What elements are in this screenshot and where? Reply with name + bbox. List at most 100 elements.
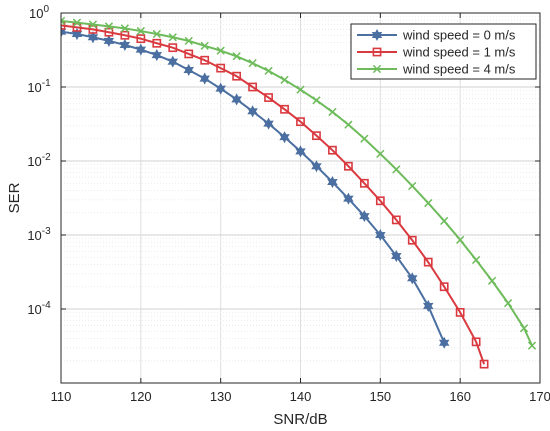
series-line xyxy=(61,24,486,365)
data-point xyxy=(263,117,274,130)
data-point xyxy=(503,299,513,308)
data-point xyxy=(184,36,193,46)
x-tick-label: 120 xyxy=(130,389,152,404)
y-axis-label: SER xyxy=(6,182,23,213)
data-point xyxy=(472,255,481,265)
data-point xyxy=(376,149,385,158)
data-point xyxy=(135,43,147,56)
data-point xyxy=(168,33,177,42)
data-point xyxy=(280,75,289,84)
data-point xyxy=(372,47,382,57)
data-point xyxy=(151,49,163,62)
data-point xyxy=(167,55,179,68)
data-point xyxy=(72,22,82,32)
data-point xyxy=(88,20,98,29)
data-point xyxy=(487,276,497,285)
data-point xyxy=(104,22,114,31)
series-layer xyxy=(61,16,537,369)
data-point xyxy=(264,93,273,102)
data-point xyxy=(232,52,241,61)
y-tick-label: 10-4 xyxy=(27,300,51,317)
data-point xyxy=(280,104,289,114)
data-point xyxy=(136,34,146,44)
data-point xyxy=(344,120,353,129)
data-point xyxy=(438,336,450,349)
data-point xyxy=(120,30,130,40)
x-axis-label: SNR/dB xyxy=(273,411,327,428)
data-point xyxy=(456,235,465,244)
data-point xyxy=(408,181,417,191)
data-point xyxy=(371,28,383,42)
data-point xyxy=(152,29,161,39)
data-point xyxy=(296,117,305,127)
legend-label: wind speed = 4 m/s xyxy=(402,62,516,77)
data-point xyxy=(471,337,481,347)
data-point xyxy=(375,228,386,242)
data-point xyxy=(328,107,337,117)
data-point xyxy=(455,307,465,317)
data-point xyxy=(88,25,98,34)
data-point xyxy=(104,27,114,37)
ticks: 110 120 130 140 150 160 170 10-4 10-3 10-2 10-1 100 xyxy=(27,4,550,404)
data-point xyxy=(215,82,226,95)
data-point xyxy=(72,18,82,27)
data-point xyxy=(216,46,225,55)
data-point xyxy=(247,105,258,118)
data-point xyxy=(423,257,433,267)
data-point xyxy=(359,210,370,223)
data-point xyxy=(372,64,382,74)
x-tick-label: 160 xyxy=(449,389,471,404)
data-point xyxy=(87,31,99,44)
data-point xyxy=(168,43,178,53)
data-point xyxy=(479,359,489,369)
x-tick-label: 150 xyxy=(369,389,391,404)
series xyxy=(61,25,450,349)
data-point xyxy=(311,160,322,173)
data-point xyxy=(200,55,210,65)
data-point xyxy=(327,175,338,189)
legend-label: wind speed = 0 m/s xyxy=(402,28,516,43)
series xyxy=(61,20,489,369)
y-tick-label: 10-3 xyxy=(27,226,51,243)
data-point xyxy=(200,41,209,50)
data-point xyxy=(422,299,434,313)
data-point xyxy=(407,272,418,285)
data-point xyxy=(248,59,257,68)
data-point xyxy=(343,161,353,171)
data-point xyxy=(232,71,242,81)
data-point xyxy=(61,16,66,26)
data-point xyxy=(519,324,529,333)
data-point xyxy=(279,131,290,144)
legend: wind speed = 0 m/s wind speed = 1 m/s wind… xyxy=(350,23,537,80)
data-point xyxy=(439,282,449,292)
data-point xyxy=(527,341,537,350)
data-point xyxy=(360,134,369,143)
data-point xyxy=(407,235,417,245)
data-point xyxy=(295,145,306,158)
data-point xyxy=(440,216,449,226)
x-tick-label: 140 xyxy=(290,389,312,404)
data-point xyxy=(183,63,194,77)
y-tick-label: 100 xyxy=(29,4,49,21)
data-point xyxy=(296,85,305,94)
x-tick-label: 130 xyxy=(210,389,232,404)
data-point xyxy=(231,93,242,106)
data-point xyxy=(71,27,83,41)
data-point xyxy=(392,165,401,174)
data-point xyxy=(199,72,210,85)
data-point xyxy=(391,215,401,225)
data-point xyxy=(375,196,385,206)
legend-item: wind speed = 1 m/s xyxy=(357,45,516,60)
x-tick-label: 110 xyxy=(51,389,72,404)
y-tick-label: 10-1 xyxy=(27,78,51,95)
data-point xyxy=(216,63,226,73)
y-tick-label: 10-2 xyxy=(27,152,51,169)
data-point xyxy=(136,26,145,36)
data-point xyxy=(359,178,369,188)
legend-item: wind speed = 0 m/s xyxy=(357,28,516,43)
legend-label: wind speed = 1 m/s xyxy=(402,45,516,60)
data-point xyxy=(264,66,273,76)
legend-item: wind speed = 4 m/s xyxy=(357,62,516,77)
data-point xyxy=(424,198,433,208)
